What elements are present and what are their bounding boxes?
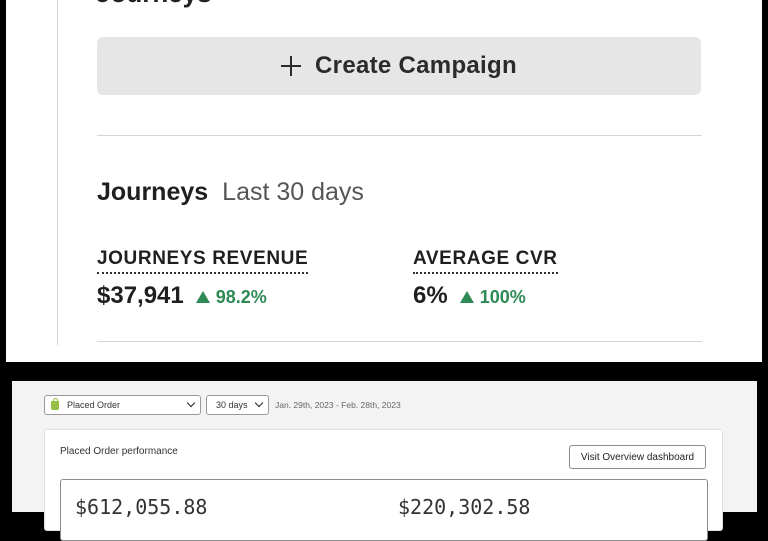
performance-title: Placed Order performance [60, 446, 178, 457]
performance-panel: Placed Order 30 days Jan. 29th, 2023 - F… [12, 381, 757, 541]
chevron-down-icon [254, 398, 264, 408]
visit-overview-button[interactable]: Visit Overview dashboard [569, 445, 706, 469]
divider [97, 341, 702, 342]
panel-left-rule [57, 0, 58, 345]
metric-label[interactable]: JOURNEYS REVENUE [97, 248, 309, 274]
metric-change-value: 98.2% [215, 286, 267, 307]
shopify-bag-icon [51, 397, 59, 410]
cropped-section-heading: Journeys [96, 0, 212, 9]
date-range: Jan. 29th, 2023 - Feb. 28th, 2023 [275, 400, 401, 410]
plus-icon [281, 56, 302, 76]
stat-value: $612,055.88 [75, 495, 208, 519]
journeys-period: Last 30 days [222, 178, 364, 206]
divider [97, 135, 702, 136]
create-campaign-label: Create Campaign [315, 52, 517, 79]
period-select-value: 30 days [216, 400, 248, 410]
metric-change: 98.2% [195, 286, 267, 308]
metric-select-value: Placed Order [67, 400, 121, 410]
metric-journeys-revenue: JOURNEYS REVENUE $37,941 98.2% [97, 248, 309, 310]
metric-select[interactable]: Placed Order [44, 395, 201, 415]
performance-card: Placed Order performance Visit Overview … [44, 429, 723, 541]
journeys-title: Journeys [97, 178, 209, 206]
stat-value: $220,302.58 [398, 495, 531, 519]
metric-change-value: 100% [479, 286, 526, 307]
metric-change: 100% [459, 286, 526, 308]
metric-value: $37,941 [97, 282, 184, 309]
create-campaign-button[interactable]: Create Campaign [97, 37, 701, 95]
journeys-panel: Journeys Create Campaign Journeys Last 3… [6, 0, 762, 362]
triangle-up-icon [195, 291, 210, 303]
period-select[interactable]: 30 days [206, 395, 269, 415]
chevron-down-icon [186, 398, 196, 408]
metric-label[interactable]: AVERAGE CVR [413, 248, 558, 274]
performance-stats: $612,055.88 $220,302.58 [60, 479, 708, 541]
metric-value: 6% [413, 282, 448, 309]
journeys-heading: Journeys Last 30 days [97, 178, 364, 207]
triangle-up-icon [459, 291, 474, 303]
metric-average-cvr: AVERAGE CVR 6% 100% [413, 248, 558, 310]
